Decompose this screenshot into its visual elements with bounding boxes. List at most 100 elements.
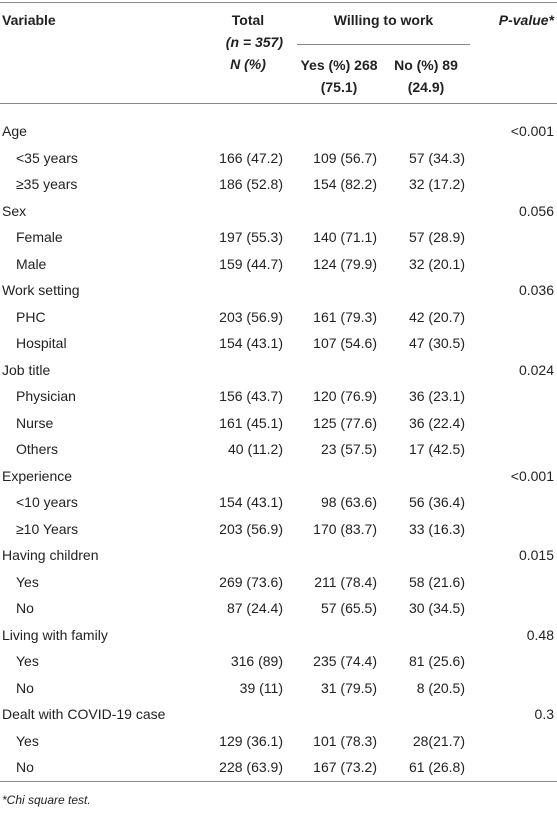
cell: 57 (28.9): [408, 229, 465, 245]
header-rule: [0, 103, 557, 104]
cell: 167 (73.2): [313, 759, 377, 775]
row-label: Yes: [16, 653, 39, 669]
cell: 30 (34.5): [408, 600, 465, 616]
group-label: Sex: [2, 202, 27, 219]
cell: 57 (65.5): [320, 600, 377, 616]
header-cell: Yes (%) 268 (75.1): [300, 57, 378, 95]
cell: 39 (11): [239, 679, 283, 696]
cell: 32 (17.2): [408, 176, 465, 192]
cell: 211 (78.4): [314, 573, 377, 590]
cell: 98 (63.6): [320, 494, 377, 510]
cell: 156 (43.7): [219, 388, 283, 404]
cell: 166 (47.2): [219, 149, 283, 166]
row-label: No: [16, 600, 34, 616]
cell: 228 (63.9): [219, 759, 283, 775]
cell: 170 (83.7): [313, 520, 377, 537]
cell: 154 (43.1): [219, 335, 283, 351]
cell: 203 (56.9): [219, 520, 283, 537]
cell: 197 (55.3): [219, 229, 283, 245]
cell: 32 (20.1): [408, 255, 465, 272]
cell: 129 (36.1): [219, 732, 283, 749]
cell: 120 (76.9): [313, 388, 377, 404]
cell: 107 (54.6): [313, 335, 377, 351]
header-text: N (%): [230, 56, 266, 72]
header-cell: Total: [183, 9, 283, 31]
cell: 203 (56.9): [219, 308, 283, 325]
header-cell: P-value*: [498, 12, 554, 28]
cell: 42 (20.7): [408, 308, 465, 325]
row-label: Others: [16, 441, 59, 457]
p-value: 0.015: [518, 547, 554, 563]
cell: 140 (71.1): [313, 229, 377, 245]
row-label: Physician: [16, 388, 76, 404]
p-value: <0.001: [510, 123, 554, 139]
cell: 186 (52.8): [219, 176, 283, 192]
cell: 17 (42.5): [408, 441, 465, 457]
row-label: No: [16, 679, 34, 696]
p-value: 0.3: [534, 706, 554, 722]
row-label: ≥10 Years: [16, 520, 79, 537]
cell: 61 (26.8): [408, 759, 465, 775]
cell: 23 (57.5): [320, 441, 377, 457]
cell: 8 (20.5): [416, 679, 465, 696]
cell: 56 (36.4): [408, 494, 465, 510]
cell: 154 (82.2): [313, 176, 377, 192]
header-cell: Willing to work: [333, 12, 434, 28]
group-rule: [297, 44, 470, 45]
cell: 40 (11.2): [228, 441, 283, 457]
row-label: Hospital: [16, 335, 67, 351]
cell: 58 (21.6): [408, 573, 465, 590]
header-cell: N (%): [183, 53, 283, 75]
row-label: <35 years: [16, 149, 78, 166]
p-value: 0.036: [518, 282, 554, 298]
cell: 109 (56.7): [313, 149, 377, 166]
cell: 31 (79.5): [320, 679, 377, 696]
cell: 316 (89): [230, 653, 283, 669]
top-rule: [0, 2, 557, 3]
header-cell: No (%) 89 (24.9): [394, 57, 458, 95]
row-label: Yes: [16, 573, 39, 590]
p-value: 0.48: [526, 626, 554, 643]
group-label: Work setting: [2, 282, 80, 298]
cell: 154 (43.1): [219, 494, 283, 510]
cell: 161 (79.3): [313, 308, 377, 325]
header-cell: (n = 357): [225, 34, 283, 50]
row-label: Yes: [16, 732, 39, 749]
group-label: Experience: [2, 467, 73, 484]
cell: 269 (73.6): [219, 573, 283, 590]
cell: 159 (44.7): [219, 255, 283, 272]
row-label: Male: [16, 255, 47, 272]
cell: 81 (25.6): [408, 653, 465, 669]
row-label: <10 years: [16, 494, 78, 510]
p-value: <0.001: [510, 467, 554, 484]
cell: 36 (23.1): [408, 388, 465, 404]
cell: 33 (16.3): [408, 520, 465, 537]
cell: 101 (78.3): [313, 732, 377, 749]
p-value: 0.024: [518, 361, 554, 378]
group-label: Job title: [2, 361, 51, 378]
cell: 235 (74.4): [313, 653, 377, 669]
row-label: Nurse: [16, 414, 54, 431]
cell: 125 (77.6): [313, 414, 377, 431]
cell: 161 (45.1): [219, 414, 283, 431]
cell: 124 (79.9): [313, 255, 377, 272]
group-label: Living with family: [2, 626, 108, 643]
cell: 47 (30.5): [408, 335, 465, 351]
header-text: Total: [231, 12, 265, 28]
cell: 87 (24.4): [226, 600, 283, 616]
p-value: 0.056: [518, 202, 554, 219]
group-label: Dealt with COVID-19 case: [2, 706, 166, 722]
group-label: Age: [2, 123, 27, 139]
row-label: PHC: [16, 308, 46, 325]
row-label: Female: [16, 229, 63, 245]
cell: 28(21.7): [412, 732, 465, 749]
header-cell: Variable: [2, 12, 56, 28]
bottom-rule: [0, 781, 557, 782]
group-label: Having children: [2, 547, 99, 563]
row-label: ≥35 years: [16, 176, 78, 192]
cell: 36 (22.4): [408, 414, 465, 431]
cell: 57 (34.3): [408, 149, 465, 166]
row-label: No: [16, 759, 34, 775]
footnote: *Chi square test.: [2, 793, 91, 807]
